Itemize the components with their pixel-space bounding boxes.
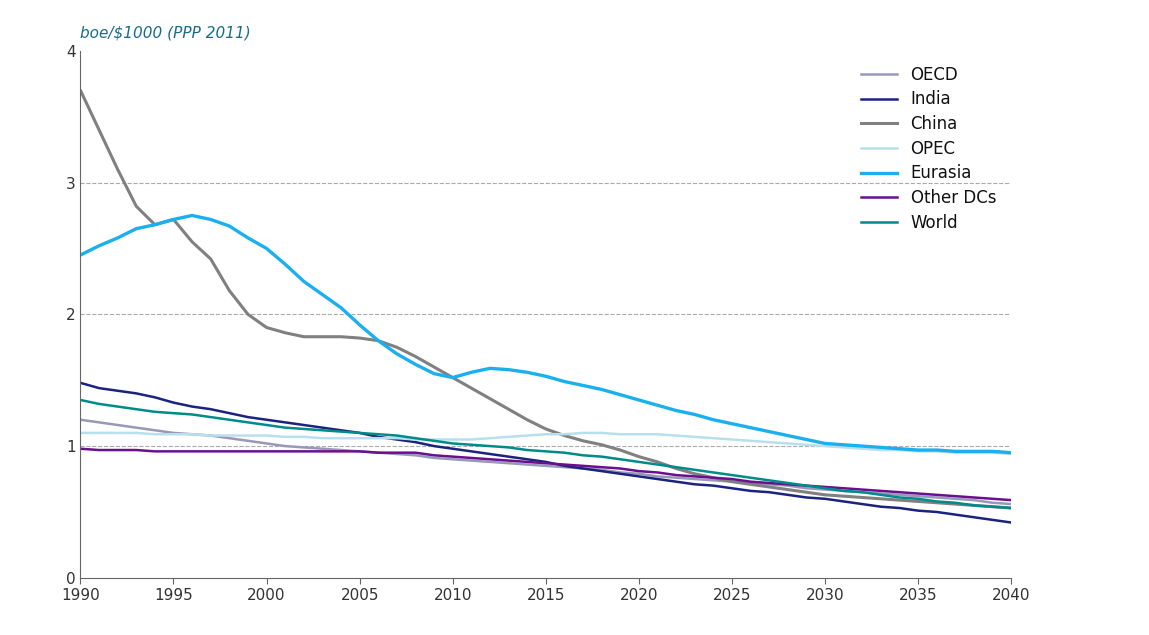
Text: boe/$1000 (PPP 2011): boe/$1000 (PPP 2011) xyxy=(80,25,252,40)
Legend: OECD, India, China, OPEC, Eurasia, Other DCs, World: OECD, India, China, OPEC, Eurasia, Other… xyxy=(854,59,1003,239)
